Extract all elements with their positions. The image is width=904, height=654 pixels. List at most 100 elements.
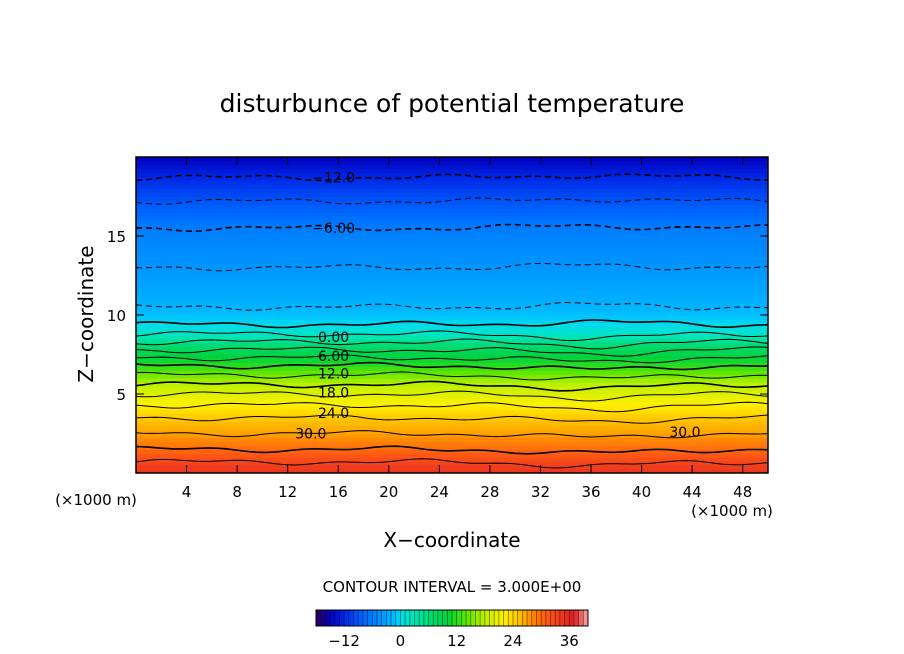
x-tick-label: 32 [531,483,550,501]
heatmap-layer [136,346,768,352]
heatmap-layer [136,389,768,395]
heatmap-layer [136,176,768,182]
heatmap-layer [136,330,768,336]
colorbar-cell [409,610,415,626]
heatmap-layer [136,227,768,233]
contour-label: 18.0 [318,385,349,401]
colorbar-cell [334,610,340,626]
colorbar-cell [339,610,345,626]
heatmap-layer [136,243,768,249]
heatmap-layer [136,350,768,355]
colorbar-cell [456,610,462,626]
colorbar-cell [447,610,453,626]
colorbar-cell [550,610,556,626]
heatmap-layer [136,207,768,213]
heatmap-layer [136,275,768,280]
contour-label: 24.0 [318,406,349,422]
contour-line [135,330,769,342]
colorbar-cell [423,610,430,626]
colorbar-cell [541,610,547,626]
contour-line [135,354,769,364]
contour-line [135,346,769,357]
contour-line [135,361,769,371]
heatmap-layer [136,452,768,458]
y-unit-label: (×1000 m) [55,491,137,509]
colorbar-cell [583,610,589,626]
x-tick-label: 16 [329,483,348,501]
colorbar-cell [527,610,533,626]
colorbar-tick-label: 36 [560,632,579,650]
heatmap-layer [136,263,768,269]
contour-line [135,430,769,439]
x-axis-ticks: 4 8 12 16 20 24 28 32 36 40 44 48 [182,157,752,501]
colorbar-cell [437,610,444,626]
colorbar-cell [395,610,401,626]
heatmap-layer [136,326,768,332]
colorbar-cell [545,610,551,626]
heatmap-layer [136,203,768,209]
heatmap-layer [136,361,768,367]
heatmap-layer [136,271,768,276]
heatmap-layer [136,365,768,371]
heatmap-layer [136,192,768,197]
chart-title: disturbunce of potential temperature [220,89,685,118]
heatmap-layer [136,385,768,391]
heatmap-layer [136,436,768,442]
colorbar-cell [578,610,584,626]
colorbar-cell [433,610,439,626]
colorbar-cell [573,610,580,626]
contour-line [135,414,769,424]
heatmap-layer [136,172,768,178]
heatmap-layer [136,342,768,348]
colorbar-cell [362,610,369,626]
heatmap-layer [136,338,768,344]
heatmap-layer [136,188,768,194]
contour-lines [135,173,769,469]
heatmap-layer [136,294,768,300]
y-tick-label: 15 [107,228,126,246]
colorbar-cell [517,610,523,626]
colorbar-cell [494,610,500,626]
heatmap-layer [136,354,768,359]
contour-line [136,223,769,233]
heatmap-layer [136,235,768,241]
colorbar-cell [555,610,561,626]
contour-line [135,262,769,272]
heatmap-layer [136,211,768,217]
contour-label: −12.0 [312,171,355,187]
x-tick-label: 48 [733,483,752,501]
contour-label: 30.0 [669,425,700,441]
heatmap-layer [136,381,768,387]
colorbar-cell [381,610,387,626]
colorbar-cell [559,610,566,626]
colorbar-cell [367,610,373,626]
heatmap-layer [136,405,768,411]
heatmap-layer [136,278,768,284]
heatmap-layer [136,223,768,229]
colorbar: −12 0 12 24 36 [315,609,589,650]
colorbar-cell [428,610,434,626]
colorbar-cell [480,610,486,626]
heatmap-layer [136,247,768,253]
colorbar-cell [386,610,392,626]
contour-line [135,338,769,350]
y-tick-label: 5 [116,386,126,404]
contour-label: 6.00 [318,349,349,365]
y-axis-label: Z−coordinate [74,245,98,382]
colorbar-tick-label: −12 [328,632,360,650]
colorbar-cell [400,610,406,626]
heatmap-layer [136,251,768,257]
heatmap-layer [136,334,768,340]
contour-label: −6.00 [312,221,355,237]
heatmap-layer [136,401,768,407]
heatmap-layer [136,306,768,312]
contour-line [135,319,769,329]
contour-line [135,301,769,311]
contour-line [135,371,769,381]
heatmap-layer [136,286,768,292]
colorbar-frame [315,609,589,627]
colorbar-cell [405,610,411,626]
heatmap-layer [136,231,768,237]
